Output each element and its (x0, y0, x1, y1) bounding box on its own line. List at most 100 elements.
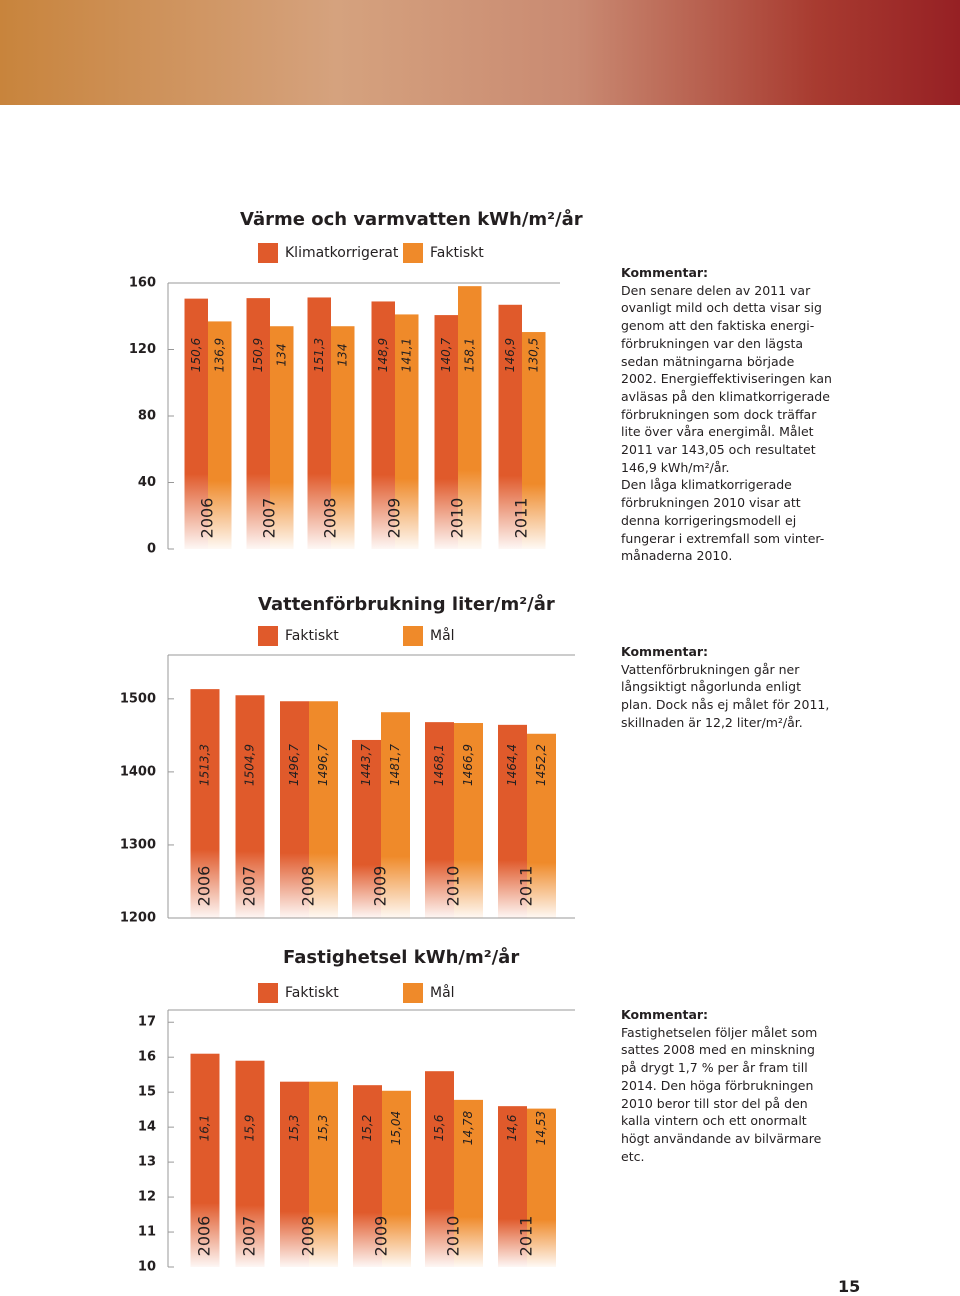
value-label: 14,6 (505, 1114, 519, 1141)
bar (235, 1060, 265, 1267)
comment-line: Fastighetselen följer målet som (621, 1024, 818, 1040)
value-label: 1504,9 (243, 744, 257, 786)
value-label: 1481,7 (388, 744, 402, 786)
y-tick-label: 17 (138, 1015, 156, 1030)
page-number: 15 (838, 1277, 861, 1296)
bar (434, 315, 458, 549)
y-tick-label: 160 (129, 276, 156, 291)
bar (280, 701, 309, 918)
y-tick-label: 10 (138, 1260, 156, 1275)
bar (498, 304, 522, 549)
value-label: 15,3 (316, 1115, 330, 1142)
value-label: 151,3 (312, 338, 326, 372)
comment-line: förbrukningen var den lägsta (621, 335, 804, 351)
value-label: 15,6 (432, 1114, 446, 1141)
comment-line: kalla vintern och ett onormalt (621, 1113, 807, 1129)
comment-line: Vattenförbrukningen går ner (621, 661, 800, 677)
bar (309, 701, 338, 918)
bar (454, 1099, 483, 1267)
legend-label: Faktiskt (285, 985, 339, 1001)
y-tick-label: 120 (129, 342, 156, 357)
bar (381, 712, 410, 918)
value-label: 146,9 (503, 338, 517, 372)
x-tick-label: 2011 (517, 866, 536, 907)
y-tick-label: 16 (138, 1050, 156, 1065)
bar (395, 314, 419, 549)
comment-line: fungerar i extremfall som vinter- (621, 530, 825, 546)
value-label: 148,9 (376, 338, 390, 372)
x-tick-label: 2008 (299, 866, 318, 907)
value-label: 14,78 (461, 1110, 475, 1145)
bar (425, 1071, 454, 1267)
legend-swatch (258, 243, 278, 263)
comment-line: på drygt 1,7 % per år fram till (621, 1060, 808, 1076)
chart-title: Fastighetsel kWh/m²/år (283, 946, 519, 968)
bar (527, 1108, 556, 1267)
y-tick-label: 14 (138, 1120, 156, 1135)
x-tick-label: 2008 (299, 1216, 318, 1257)
bar (190, 1053, 220, 1267)
bar (382, 1090, 411, 1267)
value-label: 134 (335, 344, 349, 367)
bar (522, 332, 546, 549)
x-tick-label: 2006 (198, 498, 217, 539)
x-tick-label: 2009 (372, 1216, 391, 1257)
chart-title: Vattenförbrukning liter/m²/år (258, 593, 555, 615)
comment-line: denna korrigeringsmodell ej (621, 512, 797, 528)
comment-line: Den låga klimatkorrigerade (621, 477, 792, 493)
bar (454, 723, 483, 918)
legend-swatch (403, 243, 423, 263)
comment-line: Den senare delen av 2011 var (621, 282, 811, 298)
comment-line: 2011 var 143,05 och resultatet (621, 442, 816, 458)
value-label: 150,9 (251, 338, 265, 372)
comment-line: sattes 2008 med en minskning (621, 1042, 815, 1058)
comment-line: högt användande av bilvärmare (621, 1130, 822, 1146)
bar (527, 733, 556, 918)
x-tick-label: 2007 (260, 498, 279, 539)
legend-label: Faktiskt (430, 245, 484, 261)
value-label: 1496,7 (287, 744, 301, 786)
comment: Kommentar: Den senare delen av 2011 var ov… (621, 264, 832, 565)
comment-line: förbrukningen som dock träffar (621, 406, 817, 422)
value-label: 1513,3 (198, 744, 212, 786)
legend-label: Mål (430, 627, 455, 644)
value-label: 158,1 (462, 338, 476, 372)
y-tick-label: 1500 (120, 691, 156, 706)
bar (331, 326, 355, 549)
x-tick-label: 2007 (240, 1216, 259, 1257)
legend-swatch (258, 626, 278, 646)
bar (184, 298, 208, 549)
value-label: 15,2 (360, 1115, 374, 1142)
bar (208, 321, 232, 549)
value-label: 14,53 (534, 1111, 548, 1145)
legend-label: Mål (430, 984, 455, 1001)
value-label: 1466,9 (461, 744, 475, 786)
comment-line: avläsas på den klimatkorrigerade (621, 388, 830, 404)
chart-title: Värme och varmvatten kWh/m²/år (240, 208, 583, 230)
value-label: 1464,4 (505, 744, 519, 786)
value-label: 136,9 (212, 338, 226, 372)
comment-line: Kommentar: (621, 1007, 709, 1022)
x-tick-label: 2008 (321, 498, 340, 539)
value-label: 1468,1 (432, 744, 446, 786)
bar (246, 298, 270, 549)
comment-line: skillnaden är 12,2 liter/m²/år. (621, 714, 803, 730)
y-tick-label: 11 (138, 1225, 156, 1240)
comment-line: ovanligt mild och detta visar sig (621, 300, 822, 316)
value-label: 130,5 (526, 338, 540, 372)
comment-line: långsiktigt någorlunda enligt (621, 679, 801, 695)
legend-label: Klimatkorrigerat (285, 245, 399, 261)
y-tick-label: 40 (138, 475, 156, 490)
comment-line: etc. (621, 1148, 645, 1164)
x-tick-label: 2010 (444, 1216, 463, 1257)
x-tick-label: 2011 (512, 498, 531, 539)
bar (190, 689, 220, 918)
value-label: 15,3 (287, 1115, 301, 1142)
x-tick-label: 2009 (385, 498, 404, 539)
comment-line: förbrukningen 2010 visar att (621, 495, 801, 511)
x-tick-label: 2007 (240, 866, 259, 907)
comment-line: 146,9 kWh/m²/år. (621, 459, 730, 475)
value-label: 1496,7 (316, 744, 330, 786)
legend-swatch (258, 983, 278, 1003)
